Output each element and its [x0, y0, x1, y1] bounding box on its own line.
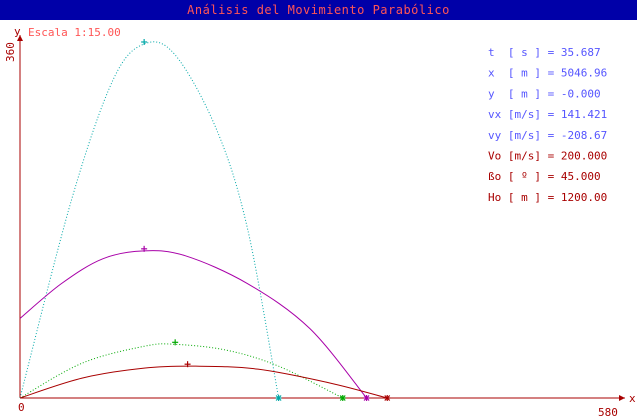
trajectories: [19, 41, 388, 399]
marker-stroke: [275, 395, 282, 401]
landing-marker: [275, 395, 282, 401]
labels: x y 0 580 360 Escala 1:15.00 t [ s ] = 35.687 x…: [4, 25, 636, 419]
window-title: Análisis del Movimiento Parabólico: [187, 3, 450, 17]
trajectory-line: [19, 250, 367, 399]
landing-marker: [363, 395, 370, 401]
readout-line: x [ m ] = 5046.96: [488, 67, 607, 80]
landing-marker: [384, 395, 391, 401]
apex-marker: [172, 339, 179, 346]
readout-line: Vo [m/s] = 200.000: [488, 150, 607, 163]
y-tick-label: 360: [4, 42, 17, 62]
trajectory-line: [19, 41, 280, 399]
marker-stroke: [384, 395, 391, 401]
apex-marker: [184, 361, 191, 368]
y-axis-arrow: [17, 35, 23, 41]
scale-label: Escala 1:15.00: [28, 26, 121, 39]
x-tick-label: 580: [598, 406, 618, 419]
position-markers: [141, 38, 391, 401]
x-axis-label: x: [629, 392, 636, 405]
readout-line: ßo [ º ] = 45.000: [488, 170, 601, 183]
y-axis-label: y: [14, 25, 21, 38]
apex-marker: [141, 38, 148, 45]
marker-stroke: [339, 395, 346, 401]
x-tick-label: 0: [18, 401, 25, 414]
trajectory-line: [19, 343, 343, 399]
x-axis-arrow: [619, 395, 625, 401]
title-bar: Análisis del Movimiento Parabólico: [0, 0, 637, 20]
trajectory-line: [19, 365, 388, 399]
landing-marker: [339, 395, 346, 401]
readout-line: t [ s ] = 35.687: [488, 46, 601, 59]
readout-line: Ho [ m ] = 1200.00: [488, 191, 607, 204]
readout-line: y [ m ] = -0.000: [488, 87, 601, 100]
apex-marker: [141, 245, 148, 252]
readout-line: vy [m/s] = -208.67: [488, 129, 607, 142]
readout-line: vx [m/s] = 141.421: [488, 108, 607, 121]
marker-stroke: [363, 395, 370, 401]
axes: [17, 35, 625, 401]
